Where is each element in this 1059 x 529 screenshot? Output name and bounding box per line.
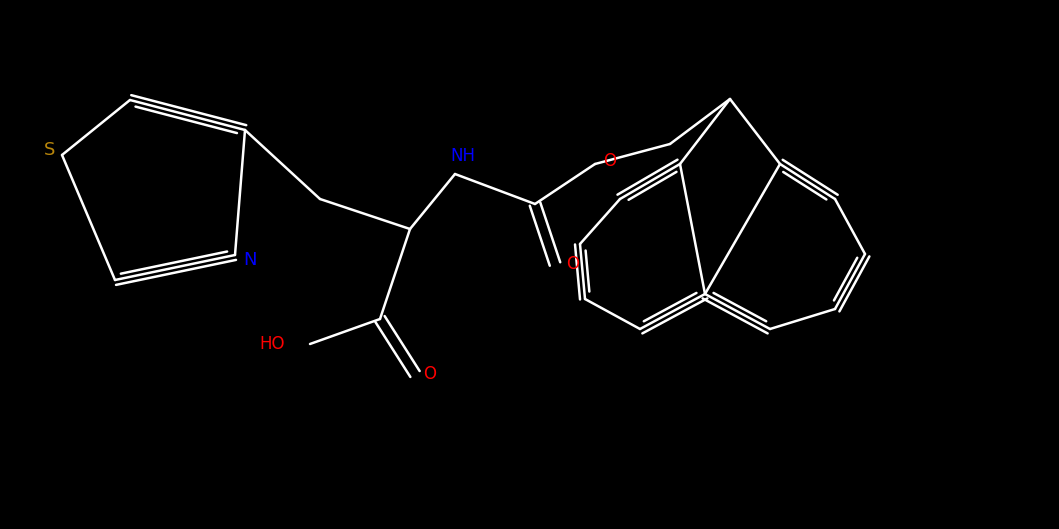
Text: NH: NH xyxy=(450,147,475,165)
Text: O: O xyxy=(604,152,616,170)
Text: N: N xyxy=(244,251,256,269)
Text: HO: HO xyxy=(259,335,285,353)
Text: S: S xyxy=(44,141,56,159)
Text: O: O xyxy=(567,255,579,273)
Text: O: O xyxy=(424,365,436,383)
